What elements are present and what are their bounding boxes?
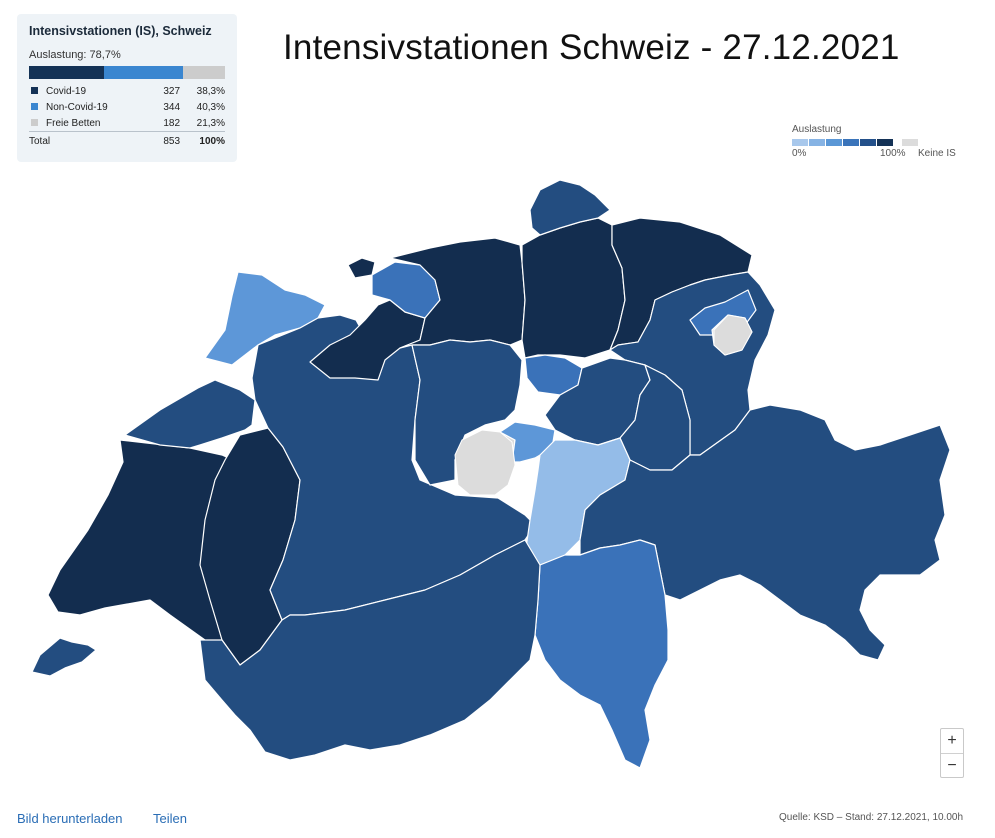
legend-title: Auslastung [792, 124, 842, 135]
stats-row-pct: 21,3% [196, 117, 225, 129]
legend-min-label: 0% [792, 148, 807, 159]
lake-region-central [454, 429, 516, 496]
stats-row-label: Covid-19 [46, 85, 87, 97]
utilization-segment-0 [29, 66, 105, 79]
canton-neuchatel[interactable] [124, 379, 256, 449]
zoom-out-button[interactable]: − [941, 753, 963, 778]
stats-row: Freie Betten 182 21,3% [29, 115, 225, 132]
total-count: 853 [153, 131, 181, 150]
legend-scale-step-4 [860, 139, 876, 146]
stats-row-label: Non-Covid-19 [46, 101, 108, 113]
summary-card: Intensivstationen (IS), Schweiz Auslastu… [17, 14, 237, 162]
download-image-link[interactable]: Bild herunterladen [17, 811, 123, 826]
legend-scale-step-2 [826, 139, 842, 146]
stats-row-label: Freie Betten [46, 117, 101, 129]
map-legend: Auslastung 0% 100% Keine IS [792, 124, 956, 162]
utilization-bar [29, 66, 225, 79]
stats-row-count: 182 [163, 117, 181, 129]
legend-scale-step-5 [877, 139, 893, 146]
page-title: Intensivstationen Schweiz - 27.12.2021 [283, 28, 900, 67]
zoom-in-button[interactable]: + [947, 732, 957, 749]
canton-lucerne[interactable] [411, 339, 523, 486]
canton-jura[interactable] [204, 271, 326, 366]
legend-none-swatch [902, 139, 918, 146]
stats-row-pct: 38,3% [196, 85, 225, 97]
canton-valais[interactable] [199, 539, 541, 761]
total-pct: 100% [180, 131, 225, 150]
total-label: Total [29, 131, 154, 150]
legend-scale-step-3 [843, 139, 859, 146]
stats-row-pct: 40,3% [196, 101, 225, 113]
source-note: Quelle: KSD – Stand: 27.12.2021, 10.00h [779, 812, 964, 823]
total-row: Total 853 100% [29, 131, 225, 150]
canton-ticino[interactable] [534, 539, 669, 769]
utilization-label: Auslastung: 78,7% [29, 49, 121, 61]
legend-scale-step-1 [809, 139, 825, 146]
canton-schaffhausen[interactable] [529, 179, 611, 236]
lake-region-appenzell [713, 314, 753, 356]
legend-swatch [31, 102, 38, 110]
legend-max-label: 100% [880, 148, 906, 159]
utilization-segment-1 [104, 66, 184, 79]
legend-scale [792, 139, 919, 146]
canton-basel-stadt[interactable] [347, 257, 376, 279]
zoom-control: + − [940, 728, 964, 778]
canton-zurich[interactable] [521, 217, 626, 359]
utilization-segment-2 [183, 66, 225, 79]
legend-swatch [31, 118, 38, 126]
stats-row: Non-Covid-19 344 40,3% [29, 99, 225, 115]
canton-geneva[interactable] [31, 637, 97, 677]
share-link[interactable]: Teilen [153, 811, 187, 826]
stats-table: Covid-19 327 38,3% Non-Covid-19 344 40,3% Frei… [29, 83, 225, 150]
stats-row-count: 344 [163, 101, 181, 113]
stats-row-count: 327 [163, 85, 181, 97]
stats-row: Covid-19 327 38,3% [29, 83, 225, 99]
legend-swatch [31, 86, 38, 94]
card-title: Intensivstationen (IS), Schweiz [29, 24, 212, 38]
legend-scale-step-0 [792, 139, 808, 146]
legend-none-label: Keine IS [918, 148, 956, 159]
